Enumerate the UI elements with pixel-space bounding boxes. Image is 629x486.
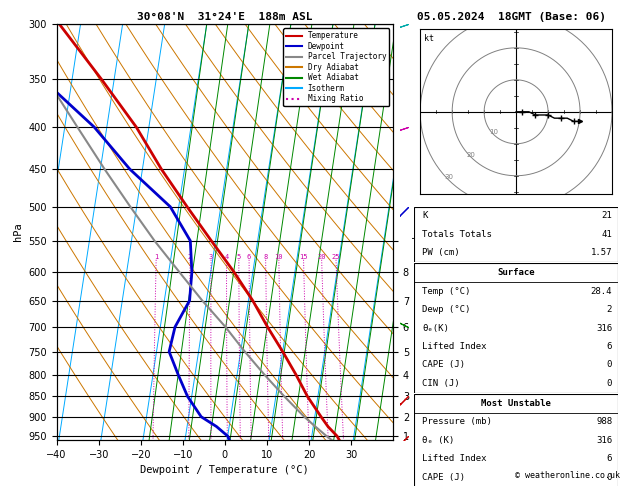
Text: PW (cm): PW (cm)	[422, 248, 460, 257]
Text: 1.57: 1.57	[591, 248, 612, 257]
Text: 10: 10	[275, 254, 283, 260]
Text: CIN (J): CIN (J)	[422, 379, 460, 388]
Text: Lifted Index: Lifted Index	[422, 342, 487, 351]
Text: Pressure (mb): Pressure (mb)	[422, 417, 492, 426]
Text: Most Unstable: Most Unstable	[481, 399, 551, 408]
Text: Surface: Surface	[498, 268, 535, 277]
Text: Dewp (°C): Dewp (°C)	[422, 305, 470, 314]
Text: kt: kt	[424, 34, 434, 43]
X-axis label: Dewpoint / Temperature (°C): Dewpoint / Temperature (°C)	[140, 465, 309, 475]
Text: 20: 20	[318, 254, 326, 260]
Text: 5: 5	[237, 254, 241, 260]
Y-axis label: km
ASL: km ASL	[412, 223, 433, 241]
Text: Mixing Ratio (g/kg): Mixing Ratio (g/kg)	[467, 238, 476, 326]
Text: Totals Totals: Totals Totals	[422, 230, 492, 239]
Text: θₑ (K): θₑ (K)	[422, 436, 454, 445]
Text: 25: 25	[331, 254, 340, 260]
Text: 6: 6	[247, 254, 251, 260]
Text: 6: 6	[607, 454, 612, 463]
Text: 316: 316	[596, 324, 612, 332]
Text: 41: 41	[601, 230, 612, 239]
Title: 30°08'N  31°24'E  188m ASL: 30°08'N 31°24'E 188m ASL	[137, 12, 313, 22]
Text: 05.05.2024  18GMT (Base: 06): 05.05.2024 18GMT (Base: 06)	[417, 12, 606, 22]
Y-axis label: hPa: hPa	[13, 223, 23, 242]
Text: Lifted Index: Lifted Index	[422, 454, 487, 463]
Text: © weatheronline.co.uk: © weatheronline.co.uk	[515, 471, 620, 480]
Text: 30: 30	[445, 174, 454, 180]
Text: 316: 316	[596, 436, 612, 445]
Text: 988: 988	[596, 417, 612, 426]
Text: 2: 2	[188, 254, 192, 260]
Text: 4: 4	[225, 254, 229, 260]
Text: 15: 15	[299, 254, 308, 260]
Legend: Temperature, Dewpoint, Parcel Trajectory, Dry Adiabat, Wet Adiabat, Isotherm, Mi: Temperature, Dewpoint, Parcel Trajectory…	[283, 28, 389, 106]
Text: 21: 21	[601, 211, 612, 220]
Text: 6: 6	[607, 342, 612, 351]
Text: 8: 8	[264, 254, 268, 260]
Text: 10: 10	[489, 129, 498, 135]
Text: 2: 2	[607, 305, 612, 314]
Text: 0: 0	[607, 361, 612, 369]
Text: 1: 1	[154, 254, 159, 260]
Text: 20: 20	[467, 152, 476, 157]
Text: CAPE (J): CAPE (J)	[422, 361, 465, 369]
Text: 3: 3	[209, 254, 213, 260]
Text: 0: 0	[607, 473, 612, 482]
Text: Temp (°C): Temp (°C)	[422, 287, 470, 295]
Text: K: K	[422, 211, 428, 220]
Text: 28.4: 28.4	[591, 287, 612, 295]
Text: CAPE (J): CAPE (J)	[422, 473, 465, 482]
Text: 0: 0	[607, 379, 612, 388]
Text: θₑ(K): θₑ(K)	[422, 324, 449, 332]
